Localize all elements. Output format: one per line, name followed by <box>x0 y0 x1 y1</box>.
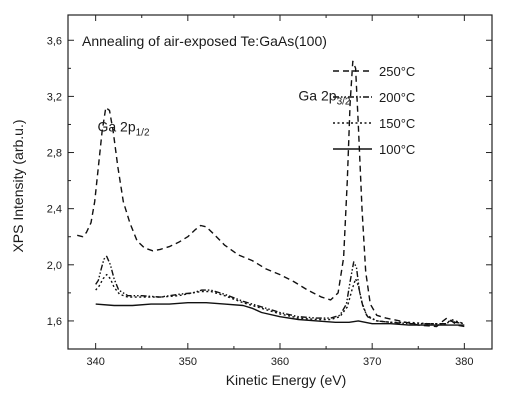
legend-label-0: 250°C <box>379 64 415 79</box>
y-tick-label: 3,6 <box>47 35 62 47</box>
plot-frame <box>67 14 493 350</box>
peak-annotation-1: Ga 2p3/2 <box>298 88 350 108</box>
chart-title: Annealing of air-exposed Te:GaAs(100) <box>82 33 327 49</box>
x-axis-title: Kinetic Energy (eV) <box>226 372 347 388</box>
peak-annotation-subscript: 3/2 <box>337 97 351 108</box>
y-tick-label: 3,2 <box>47 91 62 103</box>
legend-label-3: 100°C <box>379 142 415 157</box>
y-tick-label: 2,8 <box>47 148 62 160</box>
series-line-1 <box>95 255 465 325</box>
y-tick-label: 2,0 <box>47 260 62 272</box>
peak-annotation-subscript: 1/2 <box>136 127 150 138</box>
x-tick-label: 380 <box>455 356 473 368</box>
y-axis-title: XPS Intensity (arb.u.) <box>10 119 26 252</box>
x-tick-label: 350 <box>179 356 197 368</box>
x-tick-label: 340 <box>86 356 104 368</box>
x-tick-label: 370 <box>363 356 381 368</box>
legend-label-1: 200°C <box>379 90 415 105</box>
series-line-0 <box>77 60 465 328</box>
peak-annotation-0: Ga 2p1/2 <box>97 118 149 138</box>
series-line-3 <box>95 302 465 326</box>
x-tick-label: 360 <box>271 356 289 368</box>
y-tick-label: 1,6 <box>47 316 62 328</box>
legend-label-2: 150°C <box>379 116 415 131</box>
y-tick-label: 2,4 <box>47 204 62 216</box>
series-line-2 <box>95 273 465 325</box>
